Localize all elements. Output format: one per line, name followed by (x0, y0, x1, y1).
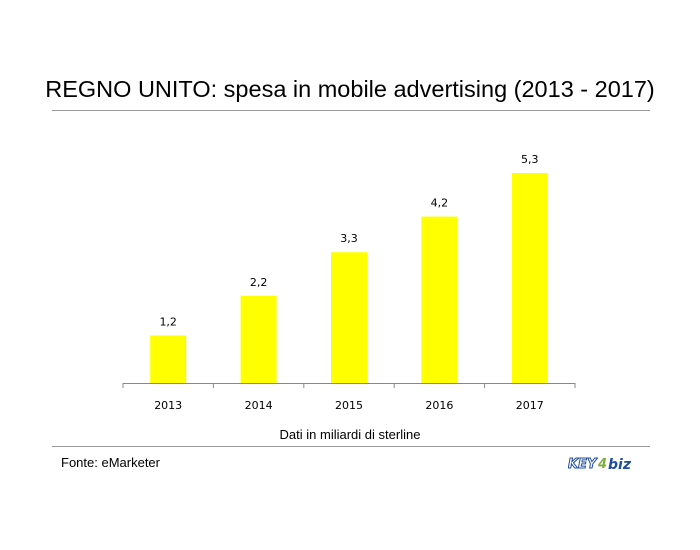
value-label-2016: 4,2 (431, 197, 449, 210)
footer-divider (52, 446, 650, 447)
key4biz-logo: KEY 4 biz (568, 457, 632, 474)
logo-four-text: 4 (597, 457, 607, 472)
x-tick-label-2016: 2016 (425, 399, 453, 412)
x-tick-label-2015: 2015 (335, 399, 363, 412)
bar-2013 (150, 335, 187, 383)
x-axis-caption: Dati in miliardi di sterline (279, 427, 421, 442)
bar-chart: 1,2 2013 2,2 2014 3,3 2015 4,2 2016 5,3 2017 (122, 153, 576, 412)
source-label: Fonte: eMarketer (61, 455, 160, 470)
bar-2016 (421, 216, 458, 383)
value-label-2015: 3,3 (340, 232, 358, 245)
logo-key-text: KEY (568, 457, 598, 472)
value-label-2014: 2,2 (250, 276, 268, 289)
chart-title: REGNO UNITO: spesa in mobile advertising… (45, 76, 655, 102)
x-tick-label-2014: 2014 (245, 399, 273, 412)
bar-2015 (331, 252, 367, 383)
x-tick-label-2017: 2017 (516, 399, 544, 412)
bar-2014 (240, 295, 277, 383)
value-label-2017: 5,3 (521, 153, 539, 166)
bar-2017 (511, 173, 548, 383)
x-tick-label-2013: 2013 (154, 399, 182, 412)
value-label-2013: 1,2 (159, 315, 177, 328)
logo-biz-text: biz (608, 457, 632, 473)
title-divider (52, 110, 650, 111)
